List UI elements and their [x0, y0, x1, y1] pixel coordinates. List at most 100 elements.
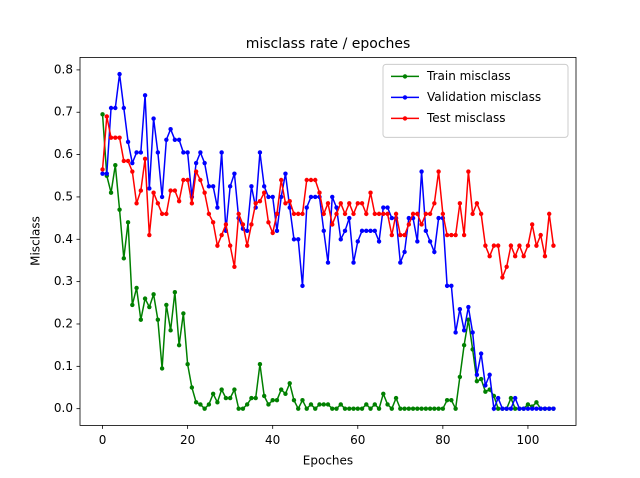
point	[338, 201, 343, 206]
point	[206, 211, 212, 217]
point	[215, 400, 220, 405]
point	[504, 264, 509, 270]
point	[342, 211, 348, 217]
point	[189, 201, 195, 206]
point	[483, 243, 488, 248]
point	[372, 228, 377, 234]
point	[176, 198, 182, 204]
point	[274, 211, 280, 217]
point	[487, 372, 492, 377]
point	[444, 283, 450, 289]
point	[134, 150, 139, 155]
point	[202, 160, 207, 166]
point	[313, 177, 318, 183]
point	[440, 211, 446, 217]
point	[504, 406, 509, 411]
point	[521, 254, 526, 259]
point	[142, 93, 148, 98]
point	[419, 406, 424, 411]
point	[406, 215, 412, 221]
legend-label: Train misclass	[426, 69, 511, 83]
point	[461, 342, 467, 348]
point	[402, 406, 407, 411]
point	[551, 243, 556, 248]
legend-label: Validation misclass	[427, 90, 541, 104]
point	[244, 402, 250, 407]
point	[449, 232, 454, 238]
point	[483, 383, 488, 388]
point	[181, 311, 186, 316]
point	[449, 398, 454, 403]
point	[368, 406, 373, 411]
point	[100, 167, 105, 172]
point	[113, 105, 118, 111]
point	[159, 211, 165, 217]
point	[529, 222, 535, 227]
point	[172, 137, 178, 142]
point	[270, 230, 275, 236]
point	[423, 211, 429, 217]
point	[151, 292, 156, 297]
point	[389, 232, 395, 238]
point	[193, 160, 199, 166]
point	[410, 406, 416, 411]
point	[406, 406, 412, 411]
point	[185, 150, 190, 155]
point	[427, 239, 433, 244]
point	[138, 150, 144, 155]
point	[223, 395, 229, 401]
point	[279, 387, 284, 392]
point	[283, 391, 288, 397]
point	[542, 254, 548, 259]
point	[236, 211, 241, 217]
point	[500, 275, 505, 280]
point	[398, 232, 403, 238]
point	[330, 406, 335, 411]
point	[232, 264, 237, 270]
point	[419, 222, 424, 227]
point	[253, 201, 258, 206]
point	[512, 395, 518, 401]
point	[296, 406, 301, 411]
y-tick-label: 0.8	[54, 62, 73, 76]
point	[147, 304, 152, 310]
point	[474, 201, 480, 206]
point	[257, 362, 263, 367]
point	[210, 391, 216, 397]
point	[525, 406, 531, 411]
point	[219, 232, 224, 238]
point	[172, 290, 178, 295]
point	[547, 211, 552, 217]
point	[491, 243, 497, 248]
point	[164, 302, 169, 308]
point	[244, 228, 250, 234]
point	[317, 190, 322, 195]
point	[266, 194, 271, 200]
point	[296, 211, 301, 217]
point	[287, 198, 292, 204]
point	[393, 211, 399, 217]
point	[487, 254, 492, 259]
point	[125, 158, 131, 164]
point	[291, 237, 297, 242]
point	[147, 186, 152, 191]
plot-frame	[79, 57, 577, 426]
point	[159, 366, 165, 371]
point	[100, 112, 105, 117]
point	[351, 260, 356, 265]
point	[283, 201, 288, 206]
point	[253, 395, 258, 401]
point	[300, 211, 305, 217]
point	[338, 402, 343, 407]
point	[193, 169, 199, 174]
point	[155, 150, 161, 155]
point	[210, 184, 216, 189]
point	[291, 211, 297, 217]
point	[308, 402, 314, 407]
point	[376, 406, 382, 411]
point	[512, 406, 518, 411]
point	[202, 406, 207, 411]
point	[474, 378, 480, 384]
point	[125, 139, 131, 145]
